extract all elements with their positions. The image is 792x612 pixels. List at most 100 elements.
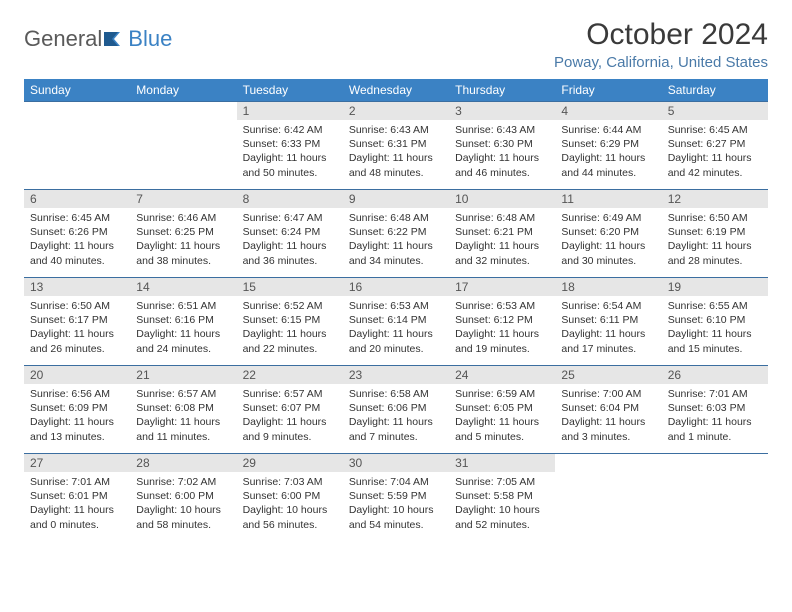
daylight-text: Daylight: 11 hours and 50 minutes.: [243, 151, 337, 179]
day-number: 7: [130, 190, 236, 208]
sunrise-text: Sunrise: 6:42 AM: [243, 123, 337, 137]
calendar-cell: 6Sunrise: 6:45 AMSunset: 6:26 PMDaylight…: [24, 190, 130, 278]
sunset-text: Sunset: 6:29 PM: [561, 137, 655, 151]
calendar-cell: 8Sunrise: 6:47 AMSunset: 6:24 PMDaylight…: [237, 190, 343, 278]
calendar-row: 13Sunrise: 6:50 AMSunset: 6:17 PMDayligh…: [24, 278, 768, 366]
daylight-text: Daylight: 10 hours and 52 minutes.: [455, 503, 549, 531]
sunset-text: Sunset: 6:08 PM: [136, 401, 230, 415]
day-number: 31: [449, 454, 555, 472]
sunset-text: Sunset: 6:05 PM: [455, 401, 549, 415]
weekday-header: Tuesday: [237, 79, 343, 102]
sunset-text: Sunset: 6:17 PM: [30, 313, 124, 327]
day-details: Sunrise: 6:50 AMSunset: 6:19 PMDaylight:…: [662, 208, 768, 272]
sunset-text: Sunset: 6:06 PM: [349, 401, 443, 415]
weekday-header: Friday: [555, 79, 661, 102]
day-number: 25: [555, 366, 661, 384]
daylight-text: Daylight: 11 hours and 22 minutes.: [243, 327, 337, 355]
page-title: October 2024: [554, 18, 768, 52]
sunrise-text: Sunrise: 6:53 AM: [455, 299, 549, 313]
sunrise-text: Sunrise: 6:53 AM: [349, 299, 443, 313]
daylight-text: Daylight: 11 hours and 40 minutes.: [30, 239, 124, 267]
sunset-text: Sunset: 6:16 PM: [136, 313, 230, 327]
day-number: 10: [449, 190, 555, 208]
daylight-text: Daylight: 11 hours and 34 minutes.: [349, 239, 443, 267]
daylight-text: Daylight: 11 hours and 26 minutes.: [30, 327, 124, 355]
title-block: October 2024 Poway, California, United S…: [554, 18, 768, 71]
sunrise-text: Sunrise: 7:01 AM: [30, 475, 124, 489]
sunrise-text: Sunrise: 6:58 AM: [349, 387, 443, 401]
calendar-cell: 10Sunrise: 6:48 AMSunset: 6:21 PMDayligh…: [449, 190, 555, 278]
day-number: 11: [555, 190, 661, 208]
daylight-text: Daylight: 11 hours and 13 minutes.: [30, 415, 124, 443]
sunrise-text: Sunrise: 6:45 AM: [668, 123, 762, 137]
calendar-cell: 18Sunrise: 6:54 AMSunset: 6:11 PMDayligh…: [555, 278, 661, 366]
daylight-text: Daylight: 11 hours and 9 minutes.: [243, 415, 337, 443]
calendar-cell: 11Sunrise: 6:49 AMSunset: 6:20 PMDayligh…: [555, 190, 661, 278]
sunrise-text: Sunrise: 7:00 AM: [561, 387, 655, 401]
calendar-table: Sunday Monday Tuesday Wednesday Thursday…: [24, 79, 768, 542]
daylight-text: Daylight: 11 hours and 42 minutes.: [668, 151, 762, 179]
sunset-text: Sunset: 6:30 PM: [455, 137, 549, 151]
sunrise-text: Sunrise: 7:03 AM: [243, 475, 337, 489]
day-details: Sunrise: 6:42 AMSunset: 6:33 PMDaylight:…: [237, 120, 343, 184]
sunrise-text: Sunrise: 6:47 AM: [243, 211, 337, 225]
day-number: 29: [237, 454, 343, 472]
daylight-text: Daylight: 11 hours and 44 minutes.: [561, 151, 655, 179]
day-number: 27: [24, 454, 130, 472]
calendar-row: 6Sunrise: 6:45 AMSunset: 6:26 PMDaylight…: [24, 190, 768, 278]
day-number: 23: [343, 366, 449, 384]
sunset-text: Sunset: 6:31 PM: [349, 137, 443, 151]
day-details: Sunrise: 7:05 AMSunset: 5:58 PMDaylight:…: [449, 472, 555, 536]
sunset-text: Sunset: 6:15 PM: [243, 313, 337, 327]
sunset-text: Sunset: 6:14 PM: [349, 313, 443, 327]
calendar-cell: 22Sunrise: 6:57 AMSunset: 6:07 PMDayligh…: [237, 366, 343, 454]
day-number: 5: [662, 102, 768, 120]
day-number: 14: [130, 278, 236, 296]
day-number: 16: [343, 278, 449, 296]
logo-text-blue: Blue: [128, 26, 172, 52]
calendar-cell: 26Sunrise: 7:01 AMSunset: 6:03 PMDayligh…: [662, 366, 768, 454]
daylight-text: Daylight: 11 hours and 28 minutes.: [668, 239, 762, 267]
day-details: Sunrise: 6:45 AMSunset: 6:27 PMDaylight:…: [662, 120, 768, 184]
sunset-text: Sunset: 6:00 PM: [243, 489, 337, 503]
sunset-text: Sunset: 6:11 PM: [561, 313, 655, 327]
calendar-cell: 4Sunrise: 6:44 AMSunset: 6:29 PMDaylight…: [555, 102, 661, 190]
sunset-text: Sunset: 6:24 PM: [243, 225, 337, 239]
daylight-text: Daylight: 11 hours and 36 minutes.: [243, 239, 337, 267]
daylight-text: Daylight: 11 hours and 3 minutes.: [561, 415, 655, 443]
day-number: 20: [24, 366, 130, 384]
sunrise-text: Sunrise: 6:51 AM: [136, 299, 230, 313]
calendar-cell: 23Sunrise: 6:58 AMSunset: 6:06 PMDayligh…: [343, 366, 449, 454]
day-number: 2: [343, 102, 449, 120]
calendar-cell: 20Sunrise: 6:56 AMSunset: 6:09 PMDayligh…: [24, 366, 130, 454]
sunrise-text: Sunrise: 7:02 AM: [136, 475, 230, 489]
day-number: 18: [555, 278, 661, 296]
day-details: Sunrise: 6:48 AMSunset: 6:22 PMDaylight:…: [343, 208, 449, 272]
calendar-cell: 9Sunrise: 6:48 AMSunset: 6:22 PMDaylight…: [343, 190, 449, 278]
weekday-header: Thursday: [449, 79, 555, 102]
daylight-text: Daylight: 11 hours and 11 minutes.: [136, 415, 230, 443]
daylight-text: Daylight: 11 hours and 30 minutes.: [561, 239, 655, 267]
weekday-header: Monday: [130, 79, 236, 102]
day-number: 9: [343, 190, 449, 208]
sunrise-text: Sunrise: 6:44 AM: [561, 123, 655, 137]
sunset-text: Sunset: 6:25 PM: [136, 225, 230, 239]
day-details: Sunrise: 7:01 AMSunset: 6:03 PMDaylight:…: [662, 384, 768, 448]
calendar-cell: 19Sunrise: 6:55 AMSunset: 6:10 PMDayligh…: [662, 278, 768, 366]
calendar-cell: 14Sunrise: 6:51 AMSunset: 6:16 PMDayligh…: [130, 278, 236, 366]
calendar-cell: 3Sunrise: 6:43 AMSunset: 6:30 PMDaylight…: [449, 102, 555, 190]
day-details: Sunrise: 6:57 AMSunset: 6:07 PMDaylight:…: [237, 384, 343, 448]
daylight-text: Daylight: 11 hours and 17 minutes.: [561, 327, 655, 355]
sunset-text: Sunset: 5:59 PM: [349, 489, 443, 503]
day-details: Sunrise: 6:54 AMSunset: 6:11 PMDaylight:…: [555, 296, 661, 360]
sunrise-text: Sunrise: 7:01 AM: [668, 387, 762, 401]
daylight-text: Daylight: 11 hours and 38 minutes.: [136, 239, 230, 267]
logo-text-general: General: [24, 26, 102, 52]
sunrise-text: Sunrise: 6:54 AM: [561, 299, 655, 313]
daylight-text: Daylight: 10 hours and 58 minutes.: [136, 503, 230, 531]
daylight-text: Daylight: 10 hours and 54 minutes.: [349, 503, 443, 531]
day-number: 6: [24, 190, 130, 208]
day-details: Sunrise: 6:47 AMSunset: 6:24 PMDaylight:…: [237, 208, 343, 272]
day-number: 1: [237, 102, 343, 120]
calendar-cell: 13Sunrise: 6:50 AMSunset: 6:17 PMDayligh…: [24, 278, 130, 366]
